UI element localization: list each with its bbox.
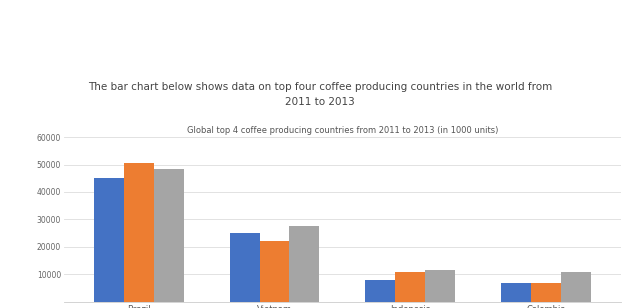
Bar — [230, 233, 260, 302]
Bar — [289, 226, 319, 302]
Bar — [561, 272, 591, 302]
Bar — [501, 283, 531, 302]
Text: The bar chart below shows data on top four coffee producing countries in the wor: The bar chart below shows data on top fo… — [88, 82, 552, 107]
Bar — [531, 283, 561, 302]
Bar — [154, 169, 184, 302]
Title: Global top 4 coffee producing countries from 2011 to 2013 (in 1000 units): Global top 4 coffee producing countries … — [187, 126, 498, 135]
Text: BÀI MẪU WRITING TASK 1: BÀI MẪU WRITING TASK 1 — [120, 22, 520, 52]
Bar — [260, 241, 289, 302]
Bar — [365, 280, 396, 302]
Bar — [425, 270, 455, 302]
Bar — [124, 163, 154, 302]
Bar — [396, 272, 425, 302]
Bar — [94, 178, 124, 302]
